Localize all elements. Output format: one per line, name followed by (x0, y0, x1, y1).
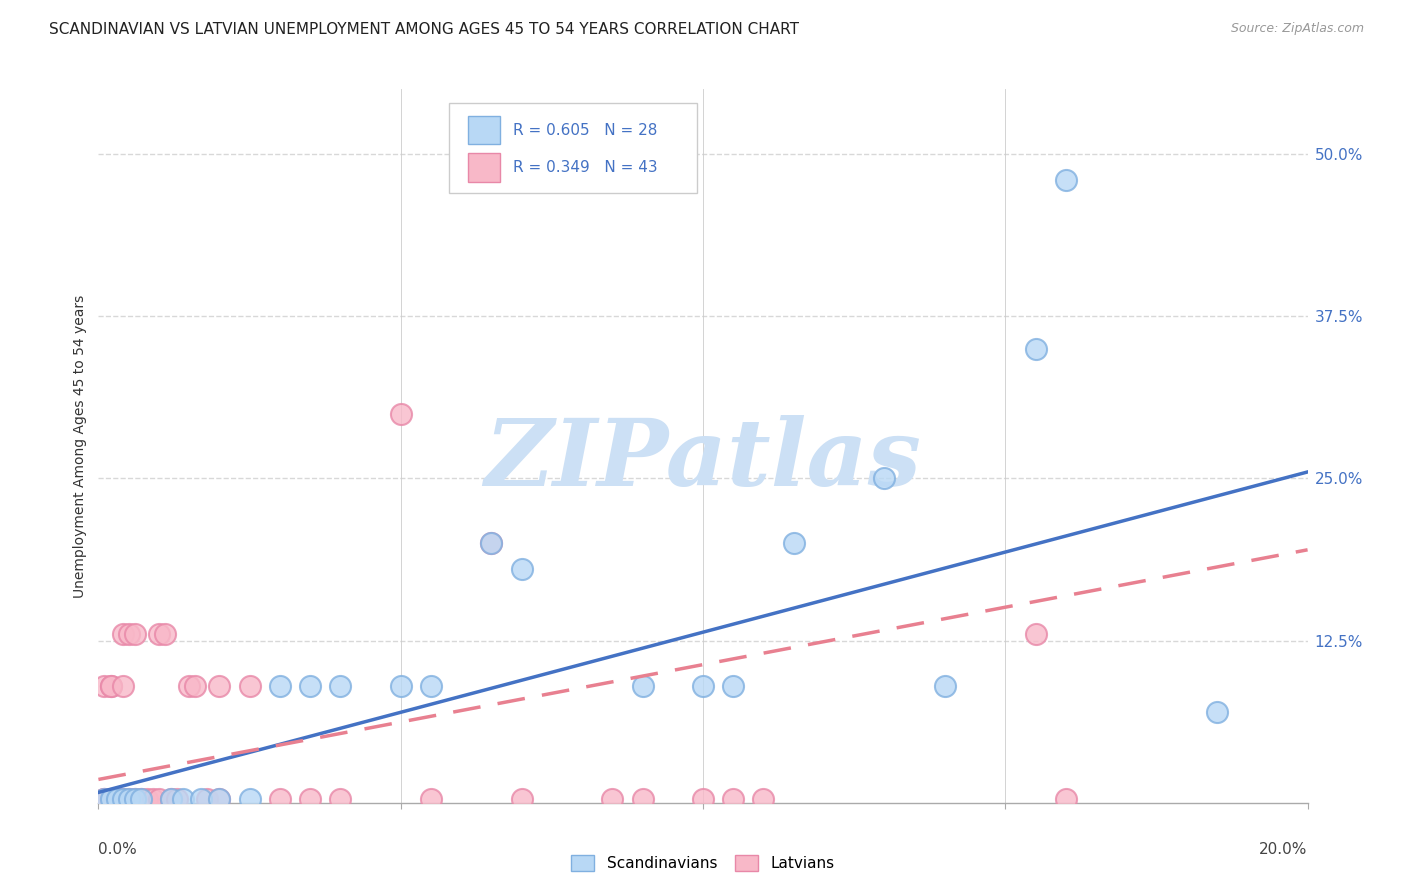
Point (269, 792, 291, 806)
Point (124, 792, 146, 806)
FancyBboxPatch shape (449, 103, 697, 193)
Point (723, 792, 745, 806)
Point (166, 792, 188, 806)
Point (93, 792, 115, 806)
Point (111, 792, 134, 806)
Point (190, 792, 212, 806)
Point (329, 792, 352, 806)
Point (389, 407, 412, 421)
Point (208, 792, 231, 806)
Point (148, 792, 170, 806)
Point (153, 627, 176, 641)
Point (510, 792, 533, 806)
FancyBboxPatch shape (468, 153, 501, 182)
Point (481, 536, 503, 550)
Point (100, 792, 122, 806)
Point (269, 679, 291, 693)
Point (783, 536, 806, 550)
Legend: Scandinavians, Latvians: Scandinavians, Latvians (565, 849, 841, 877)
Point (510, 562, 533, 576)
Point (1024, 342, 1046, 356)
Point (93, 679, 115, 693)
Point (100, 792, 122, 806)
Point (118, 792, 141, 806)
Point (1054, 173, 1077, 187)
Point (93, 792, 115, 806)
Text: R = 0.349   N = 43: R = 0.349 N = 43 (513, 161, 658, 175)
Point (100, 679, 122, 693)
Point (631, 792, 654, 806)
Point (631, 679, 654, 693)
Point (602, 792, 624, 806)
Point (1054, 792, 1077, 806)
Text: 20.0%: 20.0% (1260, 842, 1308, 857)
Point (420, 792, 443, 806)
Point (160, 792, 183, 806)
Point (208, 679, 231, 693)
Point (389, 679, 412, 693)
Point (481, 536, 503, 550)
Y-axis label: Unemployment Among Ages 45 to 54 years: Unemployment Among Ages 45 to 54 years (73, 294, 87, 598)
Point (160, 792, 183, 806)
Point (118, 792, 141, 806)
FancyBboxPatch shape (468, 116, 501, 145)
Point (100, 679, 122, 693)
Point (752, 792, 775, 806)
Point (118, 627, 141, 641)
Point (723, 679, 745, 693)
Point (184, 679, 207, 693)
Point (135, 792, 157, 806)
Point (129, 792, 152, 806)
Text: SCANDINAVIAN VS LATVIAN UNEMPLOYMENT AMONG AGES 45 TO 54 YEARS CORRELATION CHART: SCANDINAVIAN VS LATVIAN UNEMPLOYMENT AMO… (49, 22, 799, 37)
Point (195, 792, 218, 806)
Text: R = 0.605   N = 28: R = 0.605 N = 28 (513, 122, 658, 137)
Point (172, 792, 194, 806)
Point (299, 679, 322, 693)
Point (105, 792, 128, 806)
Point (124, 792, 146, 806)
Point (692, 792, 714, 806)
Point (105, 792, 128, 806)
Point (1206, 705, 1229, 719)
Point (124, 627, 146, 641)
Text: 0.0%: 0.0% (98, 842, 138, 857)
Point (208, 792, 231, 806)
Point (179, 679, 201, 693)
Text: ZIPatlas: ZIPatlas (485, 416, 921, 505)
Text: Source: ZipAtlas.com: Source: ZipAtlas.com (1230, 22, 1364, 36)
Point (148, 627, 170, 641)
Point (873, 471, 896, 485)
Point (129, 792, 152, 806)
Point (934, 679, 956, 693)
Point (111, 627, 134, 641)
Point (299, 792, 322, 806)
Point (111, 792, 134, 806)
Point (239, 679, 262, 693)
Point (111, 679, 134, 693)
Point (329, 679, 352, 693)
Point (692, 679, 714, 693)
Point (93, 792, 115, 806)
Point (420, 679, 443, 693)
Point (239, 792, 262, 806)
Point (1024, 627, 1046, 641)
Point (105, 792, 128, 806)
Point (142, 792, 165, 806)
